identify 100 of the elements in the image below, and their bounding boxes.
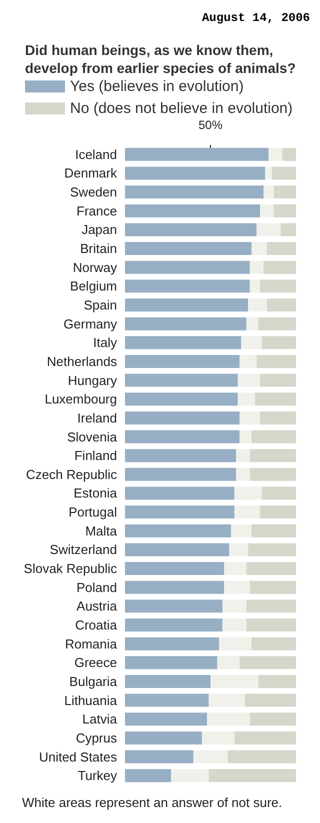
bar (274, 204, 296, 218)
bar (125, 186, 264, 199)
bar (264, 186, 274, 199)
bar (240, 656, 296, 670)
y-tick-label: Switzerland (50, 542, 117, 558)
x-tick-label: 50% (198, 118, 223, 132)
bar (125, 618, 222, 632)
bar (125, 580, 224, 594)
bar (240, 430, 252, 444)
bar (266, 242, 296, 256)
bar (248, 298, 267, 312)
bar (238, 374, 260, 387)
y-tick-label: Turkey (78, 768, 118, 784)
bar (125, 166, 266, 180)
bar (125, 524, 232, 538)
bar (231, 524, 252, 538)
bar (207, 712, 250, 726)
y-tick-label: Lithuania (64, 692, 118, 708)
bar (208, 769, 296, 782)
bar (260, 280, 296, 293)
y-tick-label: Croatia (75, 618, 118, 632)
bar (241, 336, 262, 350)
y-tick-label: Czech Republic (26, 466, 118, 482)
bar (234, 506, 260, 519)
y-tick-label: Belgium (70, 278, 117, 294)
bar (252, 524, 296, 538)
bar (219, 637, 252, 650)
y-tick-label: Hungary (68, 372, 118, 388)
bar (125, 712, 208, 726)
y-tick-label: Greece (74, 655, 117, 670)
bar (248, 543, 296, 556)
bar (240, 411, 260, 424)
legend-label: Yes (believes in evolution) (70, 78, 244, 95)
bar (208, 694, 245, 707)
bar (125, 506, 234, 519)
text: August 14, 2006 (202, 11, 310, 25)
bar (250, 712, 296, 726)
bar (250, 260, 264, 274)
bar (222, 600, 246, 613)
bar (256, 223, 281, 236)
bar (268, 148, 282, 161)
bar (265, 166, 272, 180)
bar (254, 392, 296, 406)
bar (125, 298, 248, 312)
bar (125, 317, 246, 330)
y-tick-label: Cyprus (76, 730, 118, 746)
y-tick-label: Ireland (77, 410, 117, 426)
bar (222, 618, 246, 632)
y-tick-label: Slovenia (67, 429, 118, 444)
y-tick-label: Latvia (82, 712, 118, 727)
y-tick-label: Spain (84, 298, 117, 312)
bar (252, 637, 296, 650)
bar (264, 260, 296, 274)
bar (260, 506, 296, 519)
bar (125, 543, 230, 556)
bar (236, 449, 250, 462)
y-tick-label: Germany (64, 316, 118, 332)
bar (125, 694, 209, 707)
bar (234, 486, 262, 500)
bar (250, 468, 296, 481)
y-tick-label: Britain (80, 241, 117, 256)
bar (125, 468, 236, 481)
bar (246, 618, 296, 632)
y-tick-label: Portugal (68, 504, 118, 520)
bar (125, 600, 222, 613)
bar (274, 186, 296, 199)
bar (125, 336, 242, 350)
bar (125, 354, 240, 368)
y-tick-label: France (76, 203, 117, 218)
y-tick-label: Denmark (64, 166, 118, 181)
bar (171, 769, 209, 782)
bar (125, 769, 172, 782)
bar (246, 562, 296, 576)
bar (282, 148, 296, 161)
bar (266, 298, 296, 312)
y-tick-label: Poland (76, 580, 117, 595)
bar (280, 223, 296, 236)
y-tick-label: Norway (72, 260, 118, 275)
bar (202, 731, 234, 744)
bar (125, 637, 220, 650)
bar (224, 580, 250, 594)
y-tick-label: Japan (82, 222, 117, 238)
y-tick-label: Italy (93, 335, 118, 350)
bar (272, 166, 296, 180)
bar (262, 336, 296, 350)
y-tick-label: Estonia (74, 486, 118, 501)
bar (125, 562, 224, 576)
bar (210, 674, 258, 688)
bar (240, 354, 257, 368)
y-tick-label: Austria (76, 598, 118, 614)
bar (125, 223, 257, 236)
bar (125, 204, 260, 218)
y-tick-label: Iceland (75, 146, 117, 162)
bar (260, 204, 274, 218)
bar (234, 731, 296, 744)
bar (125, 449, 236, 462)
bar (125, 750, 194, 764)
bar (260, 411, 296, 424)
bar (252, 430, 296, 444)
bar (250, 280, 260, 293)
